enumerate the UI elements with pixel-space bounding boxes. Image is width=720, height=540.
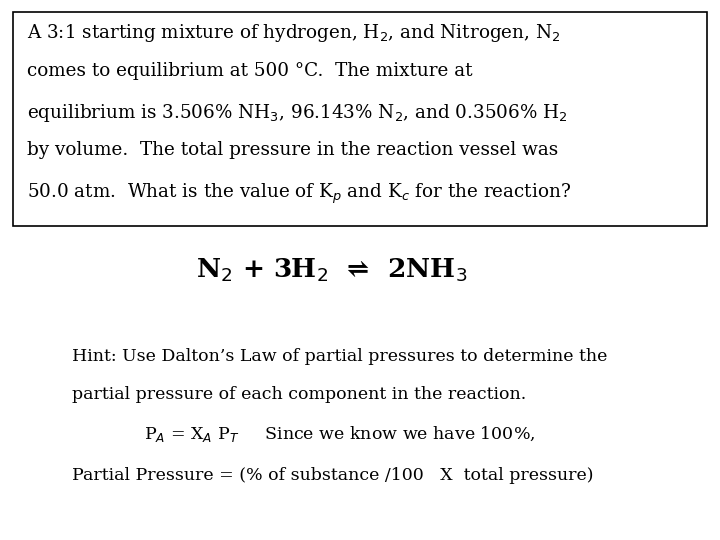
Text: comes to equilibrium at 500 °C.  The mixture at: comes to equilibrium at 500 °C. The mixt… (27, 62, 473, 79)
Text: Hint: Use Dalton’s Law of partial pressures to determine the: Hint: Use Dalton’s Law of partial pressu… (72, 348, 608, 365)
Text: by volume.  The total pressure in the reaction vessel was: by volume. The total pressure in the rea… (27, 141, 559, 159)
Text: equilibrium is 3.506% NH$_3$, 96.143% N$_2$, and 0.3506% H$_2$: equilibrium is 3.506% NH$_3$, 96.143% N$… (27, 102, 568, 124)
FancyBboxPatch shape (13, 12, 707, 226)
Text: 50.0 atm.  What is the value of K$_p$ and K$_c$ for the reaction?: 50.0 atm. What is the value of K$_p$ and… (27, 181, 572, 206)
Text: Partial Pressure = (% of substance /100   X  total pressure): Partial Pressure = (% of substance /100 … (72, 467, 593, 484)
Text: N$_2$ + 3H$_2$  ⇌  2NH$_3$: N$_2$ + 3H$_2$ ⇌ 2NH$_3$ (196, 256, 467, 284)
Text: partial pressure of each component in the reaction.: partial pressure of each component in th… (72, 386, 526, 403)
Text: A 3:1 starting mixture of hydrogen, H$_2$, and Nitrogen, N$_2$: A 3:1 starting mixture of hydrogen, H$_2… (27, 22, 561, 44)
Text: P$_A$ = X$_A$ P$_T$     Since we know we have 100%,: P$_A$ = X$_A$ P$_T$ Since we know we hav… (144, 424, 535, 444)
